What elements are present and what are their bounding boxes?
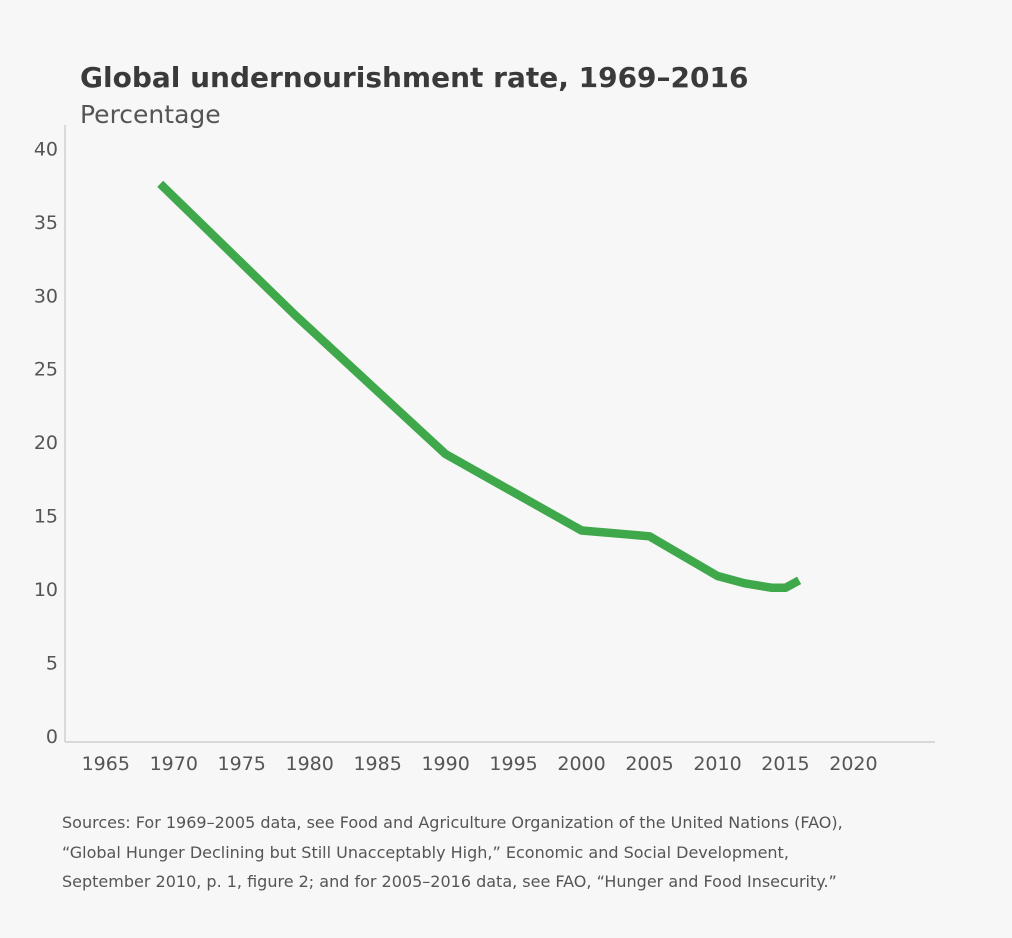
x-tick-label: 1970 bbox=[150, 753, 198, 775]
x-tick-label: 1965 bbox=[82, 753, 130, 775]
y-tick-labels: 0 5 10 15 20 25 30 35 40 bbox=[34, 138, 58, 748]
y-tick-label: 10 bbox=[34, 579, 58, 601]
x-tick-label: 2015 bbox=[761, 753, 809, 775]
y-tick-label: 40 bbox=[34, 138, 58, 160]
x-tick-label: 1975 bbox=[218, 753, 266, 775]
y-tick-label: 0 bbox=[46, 726, 58, 748]
series-line bbox=[157, 180, 802, 593]
y-tick-label: 5 bbox=[46, 653, 58, 675]
x-tick-label: 1985 bbox=[353, 753, 401, 775]
x-tick-labels: 1965 1970 1975 1980 1985 1990 1995 2000 2005 2010… bbox=[82, 753, 878, 775]
x-tick-label: 1980 bbox=[286, 753, 334, 775]
chart-title: Global undernourishment rate, 1969–2016 bbox=[80, 61, 748, 94]
x-tick-label: 1995 bbox=[489, 753, 537, 775]
y-tick-label: 25 bbox=[34, 359, 58, 381]
y-tick-label: 35 bbox=[34, 212, 58, 234]
series-layer bbox=[157, 180, 802, 593]
x-tick-label: 2010 bbox=[693, 753, 741, 775]
source-line: “Global Hunger Declining but Still Unacc… bbox=[62, 842, 789, 862]
x-tick-label: 2020 bbox=[829, 753, 877, 775]
source-note: Sources: For 1969–2005 data, see Food an… bbox=[62, 808, 962, 897]
chart-subtitle: Percentage bbox=[80, 100, 221, 129]
x-tick-label: 2000 bbox=[557, 753, 605, 775]
source-line: Sources: For 1969–2005 data, see Food an… bbox=[62, 813, 843, 832]
chart: Global undernourishment rate, 1969–2016 … bbox=[34, 61, 935, 775]
y-tick-label: 15 bbox=[34, 506, 58, 528]
x-tick-label: 2005 bbox=[625, 753, 673, 775]
x-tick-label: 1990 bbox=[421, 753, 469, 775]
y-tick-label: 30 bbox=[34, 285, 58, 307]
source-line: September 2010, p. 1, figure 2; and for … bbox=[62, 872, 837, 891]
y-tick-label: 20 bbox=[34, 432, 58, 454]
